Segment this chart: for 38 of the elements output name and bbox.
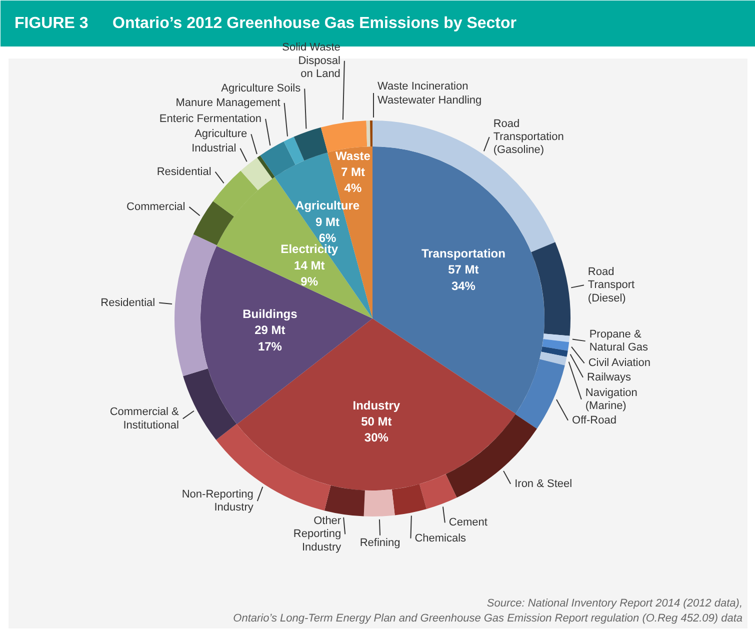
slice-label: Railways bbox=[587, 371, 632, 384]
slice-label: Commercial & Institutional bbox=[110, 406, 180, 432]
slice-label: Other Reporting Industry bbox=[293, 515, 342, 554]
slice-label: Industry bbox=[352, 398, 400, 413]
slice-label: Waste bbox=[336, 148, 371, 163]
slice-label: Road Transport (Diesel) bbox=[588, 266, 635, 304]
slice-label: Iron & Steel bbox=[514, 478, 572, 490]
slice-label: Agriculture bbox=[194, 128, 248, 140]
slice-label: Wastewater Handling bbox=[378, 94, 482, 107]
slice-label: Buildings bbox=[242, 307, 298, 322]
slice-label: Residential bbox=[100, 296, 156, 309]
chart-title: Ontario’s 2012 Greenhouse Gas Emissions by Sector bbox=[112, 15, 517, 32]
slice-label: Residential bbox=[156, 166, 212, 178]
caption: FIGURE 3 bbox=[14, 15, 88, 32]
slice-label: Road Transportation (Gasoline) bbox=[493, 118, 564, 156]
slice-label: Manure Management bbox=[176, 96, 280, 109]
slice-label: Chemicals bbox=[414, 532, 467, 544]
data-label: 14 Mt 9% bbox=[294, 258, 325, 288]
slice-label: Non-Reporting Industry bbox=[182, 488, 254, 514]
slice-label: Off-Road bbox=[572, 414, 616, 426]
slice-label: Enteric Fermentation bbox=[159, 112, 262, 125]
text: Ontario’s Long-Term Energy Plan and Greenhouse Gas Emission Report regulation (O.Reg 452.09) data bbox=[233, 612, 743, 624]
slice-label: Industrial bbox=[192, 142, 236, 154]
slice-label: Agriculture Soils bbox=[221, 82, 302, 95]
slice-label: Cement bbox=[448, 516, 488, 529]
data-label: 9 Mt 6% bbox=[316, 214, 340, 245]
slice-label: Civil Aviation bbox=[588, 357, 650, 370]
slice-label: Commercial bbox=[126, 200, 186, 213]
data-label: 50 Mt 30% bbox=[361, 414, 392, 445]
data-label: 29 Mt 17% bbox=[254, 323, 286, 354]
source-note: Source: National Inventory Report 2014 (2012 data), bbox=[486, 598, 743, 610]
slice-label: Refining bbox=[360, 536, 400, 549]
slice-label: Transportation bbox=[421, 246, 506, 261]
slice-label: Navigation (Marine) bbox=[585, 386, 638, 412]
data-label: 57 Mt 34% bbox=[448, 262, 479, 293]
slice-label: Propane & Natural Gas bbox=[589, 328, 649, 354]
data-label: 7 Mt 4% bbox=[340, 164, 365, 195]
slice-label: Waste Incineration bbox=[378, 80, 468, 93]
